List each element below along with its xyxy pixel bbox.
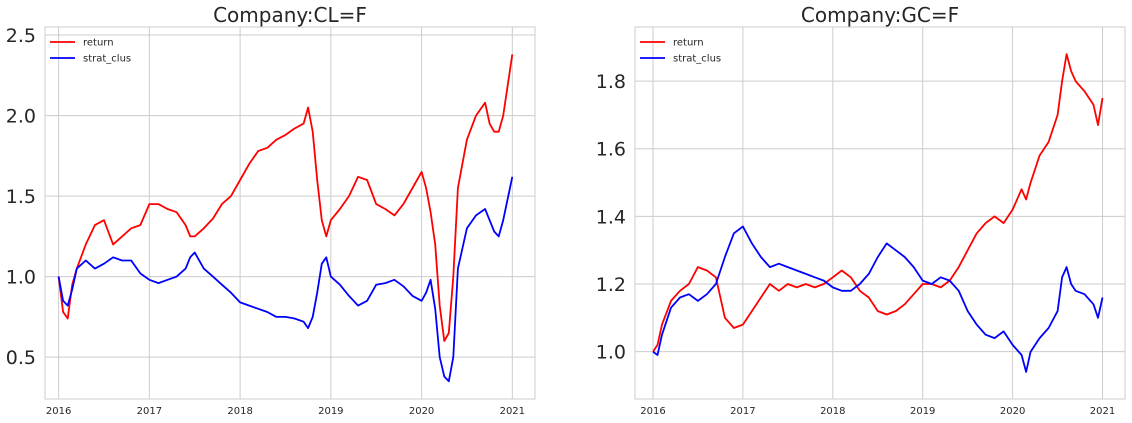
- y-tick-label: 0.5: [6, 347, 36, 369]
- chart-panel-cl: 0.5 1.0 1.5 2.0 2.5 2016 2017 2018 2019 2020 2021 C…: [6, 3, 536, 417]
- y-tick-label: 1.4: [596, 206, 626, 228]
- legend-label: strat_clus: [673, 54, 721, 65]
- plot-frame: [44, 26, 536, 400]
- legend-label: strat_clus: [83, 54, 131, 65]
- y-tick-label: 1.0: [6, 267, 36, 289]
- x-tick-label: 2017: [137, 406, 162, 417]
- x-tick-label: 2016: [640, 406, 665, 417]
- x-tick-label: 2020: [409, 406, 434, 417]
- plot-area: [635, 27, 1125, 399]
- y-tick-label: 1.5: [6, 186, 36, 208]
- legend: return strat_clus: [640, 38, 721, 65]
- x-tick-label: 2019: [910, 406, 935, 417]
- x-tick-label: 2016: [46, 406, 71, 417]
- x-tick-label: 2018: [227, 406, 252, 417]
- series-line-return: [57, 54, 514, 342]
- plot-frame: [634, 26, 1126, 400]
- chart-title: Company:GC=F: [801, 3, 959, 27]
- legend: return strat_clus: [50, 38, 131, 65]
- x-tick-label: 2019: [318, 406, 343, 417]
- x-tick-label: 2018: [820, 406, 845, 417]
- x-tick-label: 2020: [1000, 406, 1025, 417]
- legend-label: return: [673, 38, 704, 49]
- y-tick-label: 1.8: [596, 71, 626, 93]
- chart-title: Company:CL=F: [213, 3, 367, 27]
- y-tick-label: 1.6: [596, 139, 626, 161]
- y-tick-label: 2.5: [6, 25, 36, 47]
- legend-label: return: [83, 38, 114, 49]
- y-tick-label: 1.0: [596, 342, 626, 364]
- plot-area: [45, 27, 535, 399]
- x-tick-label: 2021: [500, 406, 525, 417]
- y-tick-label: 2.0: [6, 106, 36, 128]
- chart-panel-gc: 1.0 1.2 1.4 1.6 1.8 2016 2017 2018 2019 2020 2021 C…: [596, 3, 1126, 417]
- series-line-strat-clus: [57, 176, 514, 383]
- series-line-strat-clus: [652, 225, 1104, 373]
- series-line-return: [652, 53, 1104, 353]
- y-tick-label: 1.2: [596, 274, 626, 296]
- x-tick-label: 2021: [1090, 406, 1115, 417]
- x-tick-label: 2017: [730, 406, 755, 417]
